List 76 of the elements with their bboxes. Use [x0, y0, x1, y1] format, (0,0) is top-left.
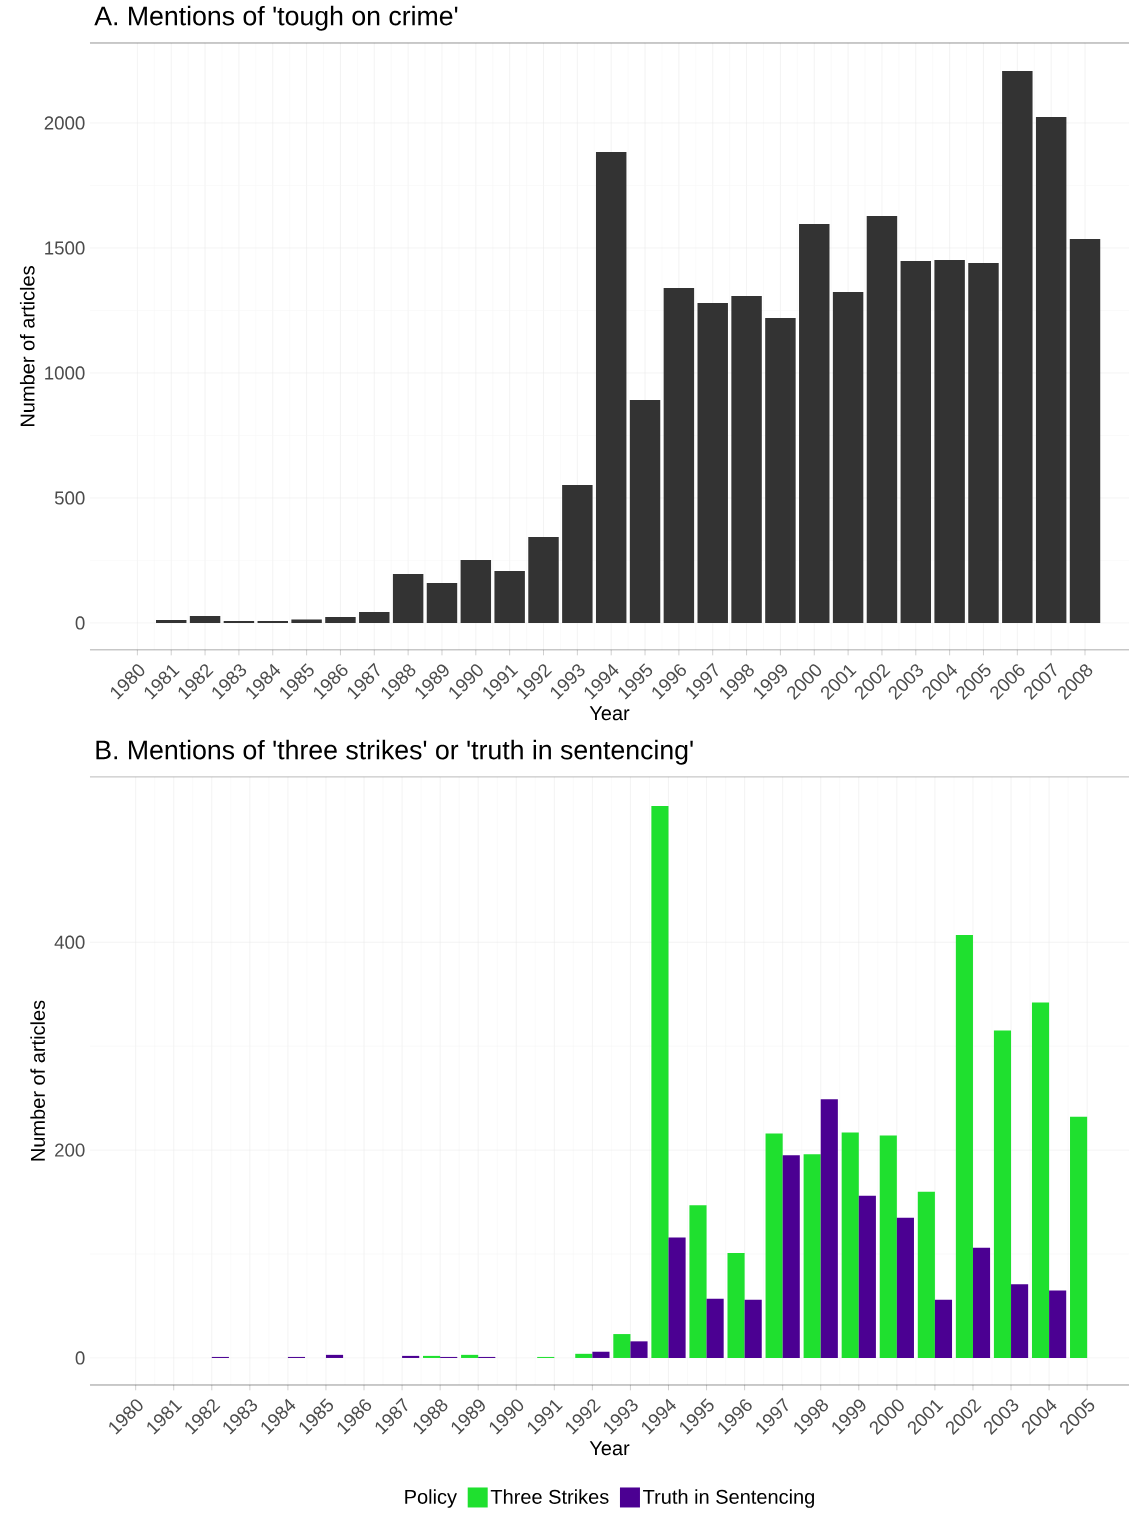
bar — [592, 1351, 610, 1358]
bar — [896, 1217, 914, 1358]
bar — [765, 317, 796, 623]
bar — [832, 291, 864, 623]
bar — [575, 1353, 593, 1358]
bar — [900, 260, 932, 623]
bar — [917, 1191, 935, 1358]
bar — [155, 619, 187, 623]
legend-label: Three Strikes — [490, 1489, 609, 1504]
bar — [689, 1205, 707, 1358]
bar — [663, 287, 695, 623]
bar — [1002, 70, 1033, 623]
bar — [668, 1237, 686, 1358]
y-tick-label: 0 — [75, 616, 85, 630]
bar — [1069, 238, 1101, 623]
bar — [461, 1354, 479, 1358]
y-tick-label: 1000 — [45, 366, 85, 380]
bar — [731, 295, 762, 623]
bar — [651, 806, 669, 1358]
bar — [562, 484, 593, 623]
bar — [630, 1341, 648, 1358]
bar — [291, 619, 322, 623]
bar — [613, 1334, 631, 1358]
bar — [629, 399, 661, 623]
bar — [879, 1135, 897, 1358]
bar — [841, 1132, 859, 1358]
y-tick-label: 400 — [54, 935, 85, 949]
bar — [460, 559, 492, 623]
bar — [257, 620, 288, 623]
bar — [189, 615, 221, 623]
y-tick-label: 0 — [75, 1351, 85, 1365]
bar — [1035, 116, 1067, 623]
bar — [392, 573, 424, 623]
bar — [803, 1154, 821, 1358]
bar — [423, 1355, 441, 1358]
y-tick-label: 1500 — [45, 241, 85, 255]
bar — [934, 1299, 953, 1358]
bar — [697, 302, 728, 623]
bar — [934, 259, 965, 623]
y-tick-label: 500 — [54, 491, 85, 505]
bar — [1011, 1284, 1029, 1358]
bar — [494, 570, 525, 623]
y-tick-label: 200 — [55, 1143, 85, 1157]
bar — [858, 1195, 876, 1358]
bar — [765, 1133, 783, 1358]
bar — [325, 1354, 344, 1358]
y-tick-label: 2000 — [44, 116, 85, 130]
bar — [744, 1299, 762, 1358]
bar — [799, 223, 830, 623]
bar — [972, 1247, 991, 1358]
x-axis-title: Year — [589, 706, 630, 721]
bar — [402, 1355, 420, 1358]
bar — [1031, 1002, 1050, 1358]
bar — [968, 262, 999, 623]
bar — [359, 611, 390, 623]
x-axis-title: Year — [589, 1441, 630, 1456]
chart-title: B. Mentions of 'three strikes' or 'truth in sentencing' — [96, 739, 693, 765]
bar — [595, 151, 627, 623]
bar — [325, 616, 356, 623]
bar — [993, 1030, 1012, 1358]
chart-title: A. Mentions of 'tough on crime' — [94, 5, 458, 31]
bar — [782, 1155, 800, 1358]
bar — [706, 1298, 724, 1358]
bar — [866, 215, 898, 623]
y-axis-title: Number of articles — [30, 1000, 45, 1161]
bar — [727, 1253, 745, 1358]
bar — [955, 934, 973, 1358]
bar — [1070, 1116, 1088, 1358]
bar — [223, 620, 255, 623]
bar — [820, 1099, 838, 1358]
bar — [426, 582, 458, 623]
bar — [1049, 1290, 1067, 1358]
legend-label: Truth in Sentencing — [643, 1489, 814, 1508]
legend-title: Policy — [405, 1489, 457, 1508]
y-axis-title: Number of articles — [19, 266, 35, 426]
bar — [528, 536, 559, 623]
